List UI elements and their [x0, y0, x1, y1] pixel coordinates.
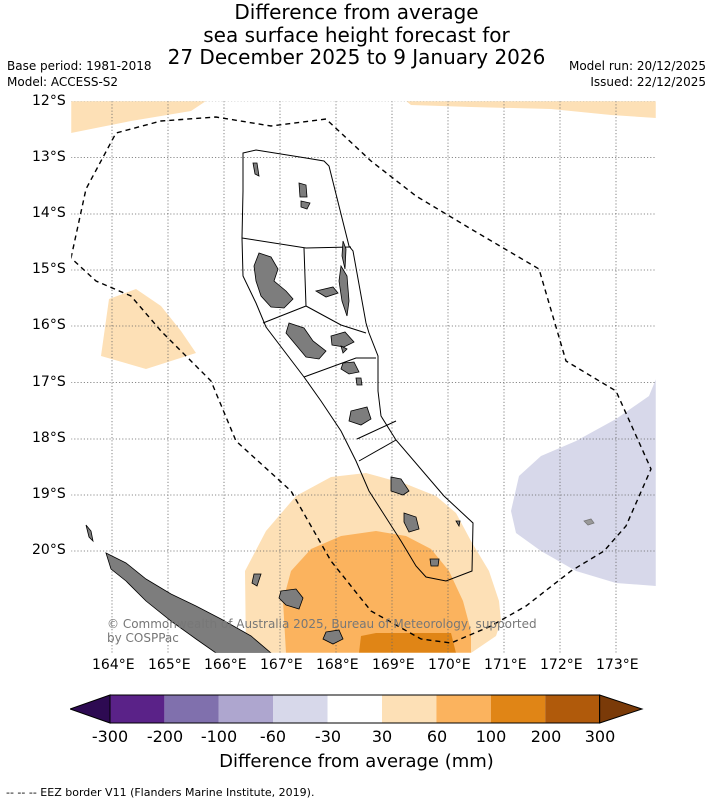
lat-label-14s: 14°S — [32, 205, 66, 221]
province-boundaries — [241, 149, 474, 582]
map-panel — [71, 101, 656, 653]
colorbar-outline — [109, 694, 601, 724]
erromango — [390, 476, 410, 496]
lat-label-15s: 15°S — [32, 261, 66, 277]
tick-label-minus200: -200 — [146, 727, 184, 746]
eez-legend-note: -- -- -- EEZ border V11 (Flanders Marine… — [6, 786, 315, 799]
lon-label-165e: 165°E — [148, 657, 191, 673]
graticule — [71, 101, 656, 653]
anomaly-30-60-west — [101, 289, 196, 369]
title-line-3: 27 December 2025 to 9 January 2026 — [167, 45, 546, 69]
ambae — [314, 286, 339, 298]
anomaly-minus30-minus60-east — [511, 379, 656, 586]
lon-label-166e: 166°E — [204, 657, 247, 673]
lat-label-16s: 16°S — [32, 317, 66, 333]
tick-label-100: 100 — [475, 727, 507, 746]
lat-label-20s: 20°S — [32, 542, 66, 558]
colorbar-swatch-5 — [327, 695, 382, 723]
torres-islands — [252, 162, 260, 177]
colorbar-swatch-1 — [110, 695, 165, 723]
shepherd-islets — [355, 377, 363, 386]
paama — [340, 345, 348, 354]
anomaly-100-200-south — [359, 633, 456, 653]
base-period: Base period: 1981-2018 — [7, 59, 152, 73]
tick-label-minus60: -60 — [259, 727, 287, 746]
eez-border — [71, 116, 652, 644]
anomaly-30-60-northwest — [71, 101, 206, 133]
colorbar-swatch-7 — [436, 695, 491, 723]
tick-label-200: 200 — [530, 727, 562, 746]
tick-label-30: 30 — [371, 727, 393, 746]
lon-label-169e: 169°E — [372, 657, 415, 673]
tanna — [403, 512, 420, 533]
vanua-lava — [300, 200, 311, 210]
colorbar-swatch-0 — [70, 694, 111, 724]
lat-label-17s: 17°S — [32, 374, 66, 390]
anomaly-30-60-northeast — [406, 101, 656, 118]
new-caledonia — [105, 552, 272, 653]
gaua — [298, 182, 308, 198]
colorbar-title: Difference from average (mm) — [219, 751, 494, 772]
colorbar-swatch-6 — [382, 695, 437, 723]
title-line-1: Difference from average — [234, 0, 479, 24]
model-run: Model run: 20/12/2025 — [568, 59, 706, 73]
copyright-notice: © Commonwealth of Australia 2025, Bureau… — [107, 617, 537, 645]
lon-label-167e: 167°E — [260, 657, 303, 673]
tick-label-minus100: -100 — [200, 727, 238, 746]
aneityum — [429, 558, 440, 567]
copyright-line-2: by COSPPac — [107, 631, 179, 645]
malekula — [285, 322, 327, 360]
ouvea-island — [251, 573, 262, 587]
lon-label-172e: 172°E — [540, 657, 583, 673]
maewo — [341, 240, 347, 270]
walpole-island — [583, 518, 595, 526]
lat-label-13s: 13°S — [32, 149, 66, 165]
tick-label-60: 60 — [426, 727, 448, 746]
colorbar-swatch-4 — [273, 695, 328, 723]
issued-date: Issued: 22/12/2025 — [590, 75, 706, 89]
land — [85, 162, 595, 653]
model-name: Model: ACCESS-S2 — [7, 75, 119, 89]
lat-label-12s: 12°S — [32, 93, 66, 109]
lon-label-171e: 171°E — [484, 657, 527, 673]
tick-label-minus30: -30 — [314, 727, 342, 746]
colorbar — [70, 694, 644, 724]
anomaly-60-100-south — [283, 531, 471, 653]
colorbar-swatch-3 — [218, 695, 274, 723]
colorbar-swatch-2 — [164, 695, 219, 723]
colorbar-swatch-9 — [545, 695, 600, 723]
colorbar-swatch-10 — [599, 694, 644, 724]
ambrym — [330, 331, 355, 348]
title-line-2: sea surface height forecast for — [203, 23, 510, 47]
lon-label-170e: 170°E — [428, 657, 471, 673]
copyright-line-1: © Commonwealth of Australia 2025, Bureau… — [107, 617, 537, 631]
lon-label-164e: 164°E — [92, 657, 135, 673]
lat-label-19s: 19°S — [32, 486, 66, 502]
anomaly-shading — [71, 101, 656, 653]
pentecost — [338, 264, 350, 317]
belep-islands — [85, 524, 94, 543]
lifou-island — [278, 588, 304, 610]
lon-label-173e: 173°E — [596, 657, 639, 673]
tick-label-300: 300 — [584, 727, 616, 746]
lon-label-168e: 168°E — [316, 657, 359, 673]
tick-label-minus300: -300 — [91, 727, 129, 746]
lat-label-18s: 18°S — [32, 430, 66, 446]
efate — [348, 406, 372, 426]
espiritu-santo — [253, 252, 294, 309]
futuna — [455, 520, 461, 528]
epi — [340, 361, 360, 375]
colorbar-swatch-8 — [490, 695, 546, 723]
mare-island — [322, 629, 344, 645]
